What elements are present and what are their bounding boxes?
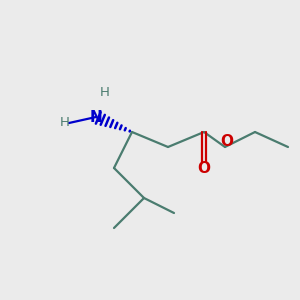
Text: H: H [60,116,69,130]
Text: H: H [100,86,110,100]
Text: O: O [220,134,233,148]
Text: O: O [197,160,211,175]
Text: N: N [90,110,102,124]
